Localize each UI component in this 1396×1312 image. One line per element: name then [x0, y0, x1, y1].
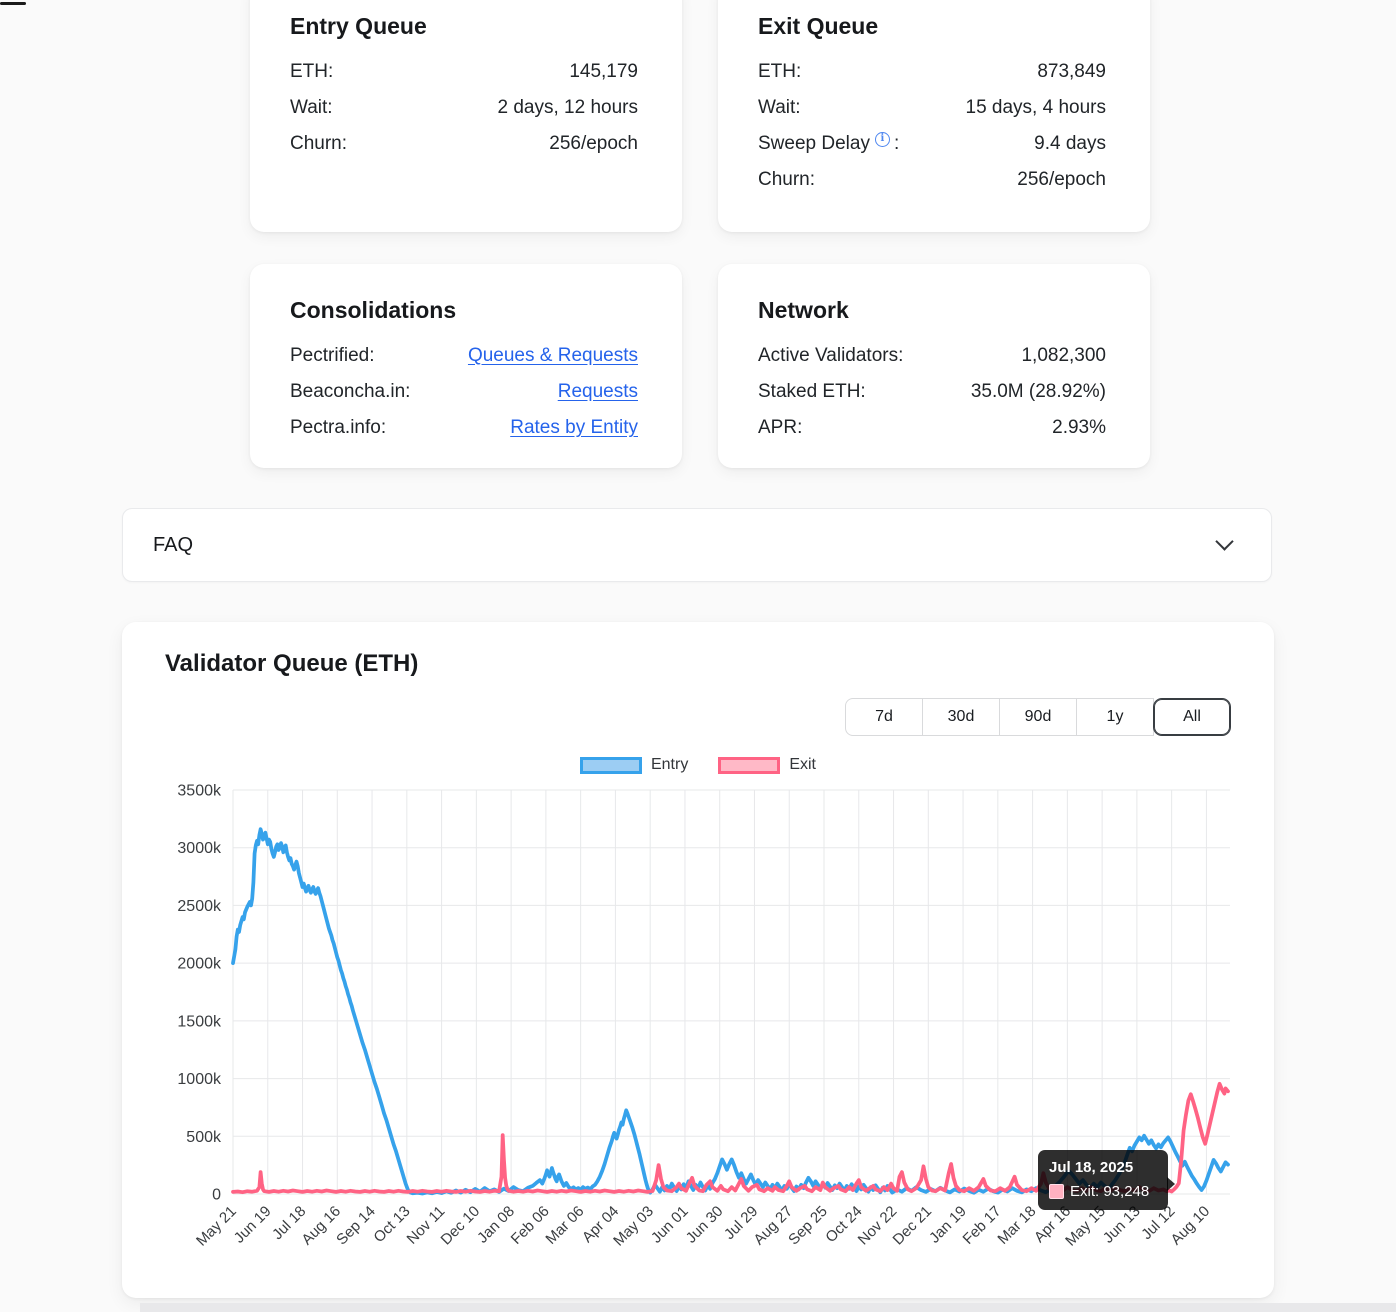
validator-queue-chart-card: Validator Queue (ETH) 7d 30d 90d 1y All Entr…: [122, 622, 1274, 1298]
card-row: ETH: 145,179: [290, 54, 638, 90]
info-icon[interactable]: i: [874, 131, 890, 147]
x-tick-label: Feb 17: [960, 1203, 1005, 1248]
exit-queue-title: Exit Queue: [758, 13, 879, 39]
row-value: 9.4 days: [1034, 133, 1106, 154]
entry-queue-card: Entry Queue ETH: 145,179 Wait: 2 days, 12 h…: [250, 0, 682, 232]
legend-item-exit[interactable]: Exit: [718, 756, 816, 774]
card-row: ETH: 873,849: [758, 54, 1106, 90]
network-card: Network Active Validators: 1,082,300 Stake…: [718, 264, 1150, 468]
network-title: Network: [758, 297, 849, 323]
x-tick-label: Mar 06: [542, 1203, 587, 1248]
topleft-line: [0, 2, 26, 5]
range-button-all[interactable]: All: [1153, 698, 1231, 736]
row-label: Wait:: [290, 97, 333, 118]
chart-title: Validator Queue (ETH): [165, 650, 419, 677]
entry-line: [231, 827, 1230, 1196]
y-tick-label: 2000k: [177, 956, 222, 973]
legend-label: Exit: [789, 756, 816, 773]
card-row: Staked ETH: 35.0M (28.92%): [758, 374, 1106, 410]
x-tick-label: Dec 21: [889, 1203, 935, 1249]
faq-accordion-header[interactable]: FAQ: [122, 508, 1272, 582]
row-label: Sweep Delay i:: [758, 131, 900, 154]
consolidations-link[interactable]: Rates by Entity: [510, 417, 638, 438]
card-row: Pectrified: Queues & Requests: [290, 338, 638, 374]
card-row: Churn: 256/epoch: [758, 162, 1106, 198]
card-row: APR: 2.93%: [758, 410, 1106, 446]
chart-legend: Entry Exit: [122, 756, 1274, 774]
row-label: Active Validators:: [758, 345, 904, 366]
consolidations-link[interactable]: Requests: [557, 381, 638, 402]
row-label: ETH:: [758, 61, 802, 82]
row-value: 145,179: [569, 61, 638, 82]
tooltip-caret: [1167, 1177, 1175, 1191]
row-label: Pectra.info:: [290, 417, 387, 438]
x-tick-label: Sep 25: [785, 1203, 831, 1249]
gridlines: [232, 789, 1230, 1195]
card-row: Pectra.info: Rates by Entity: [290, 410, 638, 446]
chart-tooltip: Jul 18, 2025 Exit: 93,248: [1038, 1150, 1175, 1210]
row-label: Churn:: [758, 169, 816, 190]
chevron-down-icon: [1215, 532, 1234, 551]
row-value: 2 days, 12 hours: [497, 97, 638, 118]
row-value: 1,082,300: [1021, 345, 1106, 366]
row-label: ETH:: [290, 61, 334, 82]
row-label: APR:: [758, 417, 803, 438]
row-label: Wait:: [758, 97, 801, 118]
row-value: 256/epoch: [1017, 169, 1106, 190]
card-row: Active Validators: 1,082,300: [758, 338, 1106, 374]
y-tick-label: 500k: [186, 1129, 222, 1146]
card-row: Wait: 15 days, 4 hours: [758, 90, 1106, 126]
x-tick-label: Jun 01: [648, 1203, 692, 1247]
range-button-7d[interactable]: 7d: [845, 698, 923, 736]
tooltip-series-swatch: [1049, 1184, 1064, 1199]
queue-chart-plot[interactable]: 0 500k 1000k 1500k 2000k 2500k 3000k 3500k May 2…: [122, 622, 1274, 1298]
consolidations-card: Consolidations Pectrified: Queues & Reque…: [250, 264, 682, 468]
row-value: 873,849: [1037, 61, 1106, 82]
consolidations-link[interactable]: Queues & Requests: [467, 345, 638, 366]
card-row: Sweep Delay i: 9.4 days: [758, 126, 1106, 162]
legend-swatch: [718, 756, 781, 774]
y-tick-label: 0: [212, 1187, 221, 1204]
row-value: 15 days, 4 hours: [965, 97, 1106, 118]
card-row: Churn: 256/epoch: [290, 126, 638, 162]
x-tick-label: Jun 30: [683, 1203, 727, 1247]
legend-swatch: [579, 756, 642, 774]
footer-strip: [140, 1303, 1396, 1312]
x-tick-label: May 21: [193, 1203, 240, 1250]
row-label: Pectrified:: [290, 345, 375, 366]
tooltip-date: Jul 18, 2025: [1049, 1159, 1134, 1176]
row-label: Staked ETH:: [758, 381, 866, 402]
y-tick-label: 1000k: [177, 1071, 222, 1088]
card-row: Wait: 2 days, 12 hours: [290, 90, 638, 126]
row-value: 2.93%: [1052, 417, 1106, 438]
x-tick-label: Mar 18: [994, 1203, 1039, 1248]
row-value: 35.0M (28.92%): [970, 381, 1106, 402]
tooltip-value: Exit: 93,248: [1070, 1183, 1150, 1200]
range-selector: 7d 30d 90d 1y All: [845, 698, 1231, 736]
y-tick-label: 3500k: [177, 783, 222, 800]
range-button-90d[interactable]: 90d: [999, 698, 1077, 736]
exit-queue-card: Exit Queue ETH: 873,849 Wait: 15 days, 4 ho…: [718, 0, 1150, 232]
row-value: 256/epoch: [549, 133, 638, 154]
card-row: Beaconcha.in: Requests: [290, 374, 638, 410]
legend-label: Entry: [650, 756, 689, 773]
legend-item-entry[interactable]: Entry: [579, 756, 689, 774]
x-tick-label: Sep 14: [333, 1203, 379, 1249]
x-tick-label: Dec 10: [438, 1203, 484, 1249]
x-tick-label: Aug 10: [1168, 1203, 1214, 1249]
x-tick-label: Feb 06: [508, 1203, 553, 1248]
entry-queue-title: Entry Queue: [290, 13, 427, 39]
row-label: Beaconcha.in:: [290, 381, 411, 402]
y-tick-label: 2500k: [177, 898, 222, 915]
row-label: Churn:: [290, 133, 348, 154]
y-tick-label: 1500k: [177, 1013, 222, 1030]
consolidations-title: Consolidations: [290, 297, 457, 323]
x-tick-label: Jun 19: [231, 1203, 275, 1247]
faq-label: FAQ: [153, 533, 194, 556]
y-tick-label: 3000k: [177, 840, 222, 857]
